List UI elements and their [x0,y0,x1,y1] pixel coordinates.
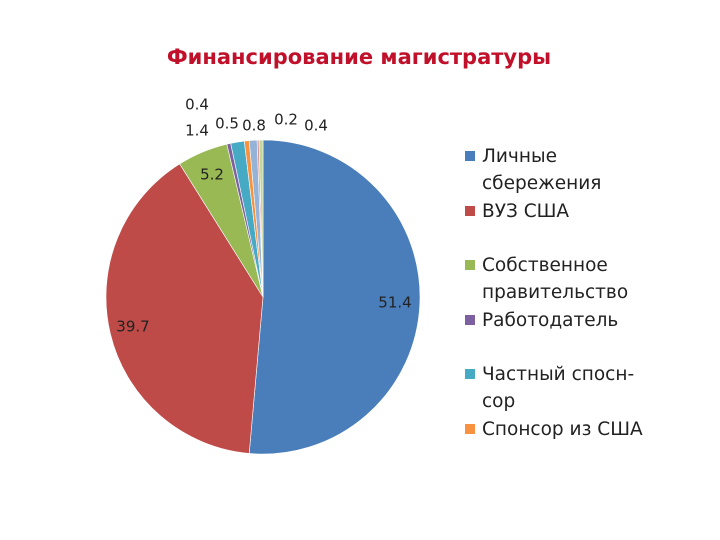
legend-label: Работодатель [482,310,619,331]
data-label: 5.2 [200,166,224,184]
legend-entry: Частный спосн­сор [465,361,655,415]
legend-swatch [465,260,475,270]
data-label: 0.8 [242,117,266,135]
legend-swatch [465,315,475,325]
legend-entry: Личные сбережения [465,143,655,197]
legend-entry: Собственное правительство [465,252,655,306]
legend-label: Частный спосн­сор [482,364,635,412]
pie-slice [105,163,264,454]
pie-slice [248,139,421,455]
data-label: 51.4 [378,294,411,312]
pie-slice [258,139,264,298]
legend-label: Собственное правительство [482,255,629,303]
legend-label: Спонсор из США [482,419,643,440]
chart-title: Финансирование магистратуры [167,45,551,69]
legend-label: Личные сбережения [482,146,602,194]
data-label: 0.5 [215,115,239,133]
data-label: 1.4 [185,122,209,140]
legend-entry: ВУЗ США [465,198,655,225]
data-label: 39.7 [116,318,149,336]
data-label: 0.2 [274,111,298,129]
legend-swatch [465,151,475,161]
legend-entry: Спонсор из США [465,416,655,443]
legend-swatch [465,206,475,216]
legend-swatch [465,424,475,434]
data-label: 0.4 [304,117,328,135]
legend-swatch [465,369,475,379]
legend-label: ВУЗ США [482,201,570,222]
data-label: 0.4 [185,96,209,114]
legend-entry: Работодатель [465,307,655,334]
